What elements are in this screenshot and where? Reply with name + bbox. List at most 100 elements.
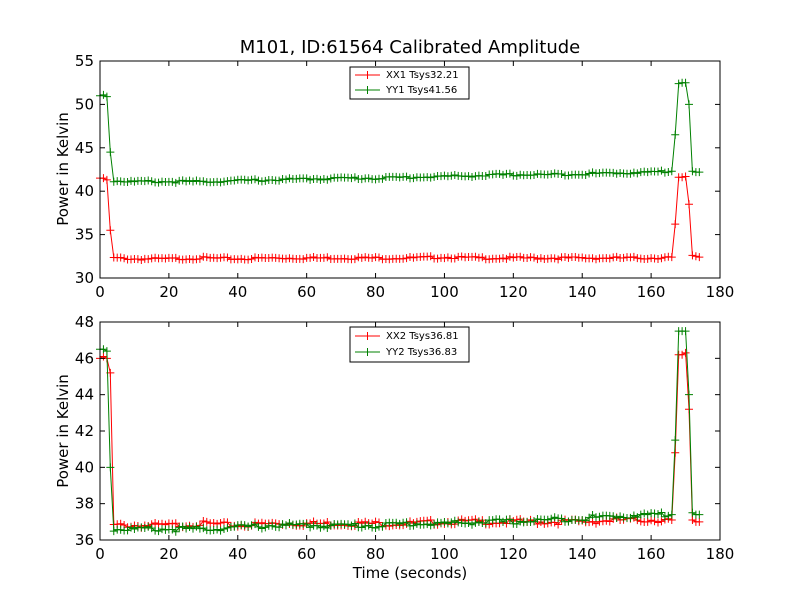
top-series-2-point bbox=[685, 100, 693, 109]
top-series-2-point bbox=[213, 177, 222, 186]
top-chart-plot-frame bbox=[99, 60, 721, 279]
top-series-2-point bbox=[230, 176, 239, 185]
top-series-2-point bbox=[616, 168, 625, 177]
bottom-series-1-point bbox=[99, 352, 108, 361]
bottom-series-1-point bbox=[688, 516, 697, 525]
top-series-2-point bbox=[437, 172, 445, 181]
bottom-series-1-point bbox=[654, 518, 662, 527]
bottom-series-2-point bbox=[499, 517, 507, 526]
top-series-1-point bbox=[443, 253, 452, 262]
top-chart: M101, ID:61564 Calibrated Amplitude Powe… bbox=[54, 37, 734, 301]
top-series-1-point bbox=[185, 255, 194, 264]
top-series-2-point bbox=[313, 174, 321, 183]
top-series-1-point bbox=[478, 253, 487, 262]
top-series-1-point bbox=[120, 254, 129, 263]
bottom-y-tick-label: 46 bbox=[75, 349, 94, 367]
bottom-series-2-point bbox=[268, 521, 277, 530]
top-series-2-point bbox=[244, 176, 253, 185]
top-series-2-point bbox=[512, 171, 521, 180]
top-series-2-point bbox=[171, 178, 180, 187]
bottom-series-2-point bbox=[671, 436, 680, 445]
bottom-series-1-point bbox=[209, 519, 218, 528]
top-series-1 bbox=[96, 172, 704, 264]
top-series-1-point bbox=[375, 253, 383, 262]
top-series-1-point bbox=[629, 252, 638, 261]
top-series-2-point bbox=[316, 175, 325, 184]
bottom-series-2-point bbox=[547, 514, 556, 523]
top-series-2-point bbox=[99, 90, 108, 99]
bottom-series-2-point bbox=[185, 523, 194, 532]
top-y-tick-label: 50 bbox=[75, 95, 94, 113]
bottom-series-1-point bbox=[636, 517, 645, 526]
top-series-2-point bbox=[178, 176, 187, 185]
top-series-2-point bbox=[402, 172, 411, 181]
top-series-2-point bbox=[364, 174, 373, 183]
top-series-2-point bbox=[144, 176, 153, 185]
bottom-series-2-point bbox=[171, 527, 180, 536]
top-series-1-point bbox=[695, 253, 704, 262]
bottom-chart-y-axis-label: Power in Kelvin bbox=[54, 374, 72, 488]
bottom-series-2-point bbox=[319, 522, 328, 531]
bottom-series-2-point bbox=[326, 521, 335, 530]
top-chart-y-axis-label: Power in Kelvin bbox=[54, 112, 72, 226]
top-series-2-point bbox=[657, 166, 666, 175]
bottom-series-1-point bbox=[202, 517, 211, 526]
top-series-1-point bbox=[285, 254, 294, 263]
top-series-1-point bbox=[309, 252, 318, 261]
bottom-series-2-point bbox=[688, 508, 697, 517]
bottom-series-2-point bbox=[430, 520, 439, 529]
top-series-2-point bbox=[664, 167, 673, 176]
top-series-2-point bbox=[612, 169, 621, 178]
bottom-series-2-point bbox=[612, 514, 621, 523]
bottom-series-2-point bbox=[423, 520, 432, 529]
bottom-series-2-point bbox=[450, 516, 459, 525]
top-series-1-point bbox=[102, 175, 111, 184]
top-series-2 bbox=[96, 78, 704, 187]
bottom-series-2-point bbox=[109, 527, 118, 536]
bottom-series-2-point bbox=[216, 526, 225, 535]
bottom-series-2-point bbox=[654, 510, 662, 519]
top-series-2-point bbox=[257, 177, 266, 186]
top-series-2-point bbox=[189, 177, 197, 186]
top-x-tick-label: 0 bbox=[95, 283, 105, 301]
top-series-2-point bbox=[585, 169, 594, 178]
top-series-1-point bbox=[357, 253, 366, 262]
top-series-2-point bbox=[275, 176, 284, 185]
bottom-series-1-point bbox=[216, 518, 225, 527]
top-series-2-point bbox=[609, 168, 618, 177]
top-series-2-point bbox=[654, 167, 662, 176]
bottom-series-2-point bbox=[595, 512, 604, 521]
top-series-2-point bbox=[550, 169, 559, 178]
bottom-legend-label-2: YY2 Tsys36.83 bbox=[385, 347, 457, 358]
top-series-2-point bbox=[154, 178, 163, 187]
top-series-2-point bbox=[350, 173, 359, 182]
bottom-series-1-point bbox=[171, 519, 180, 528]
top-series-1-point bbox=[536, 254, 545, 263]
top-series-1-point bbox=[144, 255, 153, 264]
bottom-series-2-point bbox=[557, 514, 566, 523]
bottom-series-2-point bbox=[392, 518, 401, 527]
top-series-1-point bbox=[554, 255, 563, 264]
bottom-series-2-point bbox=[433, 518, 442, 527]
top-series-1-point bbox=[147, 254, 156, 263]
top-series-2-point bbox=[547, 170, 556, 179]
bottom-series-2-point bbox=[474, 517, 483, 526]
top-x-tick-label: 100 bbox=[430, 283, 459, 301]
top-series-1-point bbox=[299, 255, 308, 264]
top-series-1-point bbox=[588, 254, 597, 263]
top-series-2-point bbox=[588, 168, 597, 177]
top-series-1-point bbox=[643, 254, 652, 263]
bottom-series-2-point bbox=[99, 345, 108, 354]
top-series-2-point bbox=[302, 174, 311, 183]
top-series-1-point bbox=[116, 253, 125, 262]
top-series-1-point bbox=[99, 174, 108, 183]
bottom-series-2-point bbox=[516, 517, 525, 526]
bottom-x-tick-label: 80 bbox=[366, 545, 385, 563]
top-series-2-point bbox=[185, 176, 194, 185]
bottom-series-2-point bbox=[106, 463, 115, 472]
top-series-1-point bbox=[505, 252, 514, 261]
bottom-series-2-point bbox=[209, 526, 218, 535]
top-series-2-point bbox=[629, 168, 638, 177]
top-series-1-point bbox=[137, 255, 146, 264]
top-series-1-point bbox=[485, 255, 494, 264]
